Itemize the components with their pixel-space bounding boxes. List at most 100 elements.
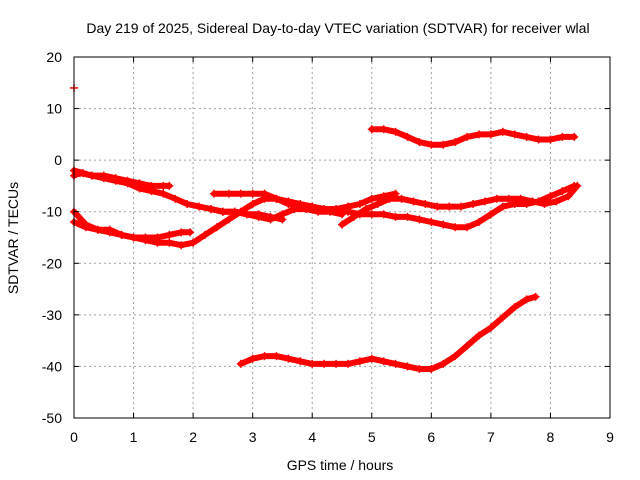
data-point [403, 212, 412, 221]
data-point [284, 199, 293, 208]
data-point [486, 130, 495, 139]
y-tick-label: 20 [46, 49, 62, 65]
x-tick-label: 0 [70, 429, 78, 445]
series-arc-2 [70, 166, 174, 190]
data-point [492, 194, 501, 203]
data-point [474, 331, 483, 340]
data-point [403, 132, 412, 141]
data-point [361, 205, 370, 214]
data-point [355, 199, 364, 208]
x-tick-label: 1 [130, 429, 138, 445]
data-point [165, 230, 174, 239]
data-point [105, 225, 114, 234]
data-point [338, 210, 346, 219]
data-point [379, 125, 388, 134]
data-point [209, 189, 218, 198]
data-point [165, 181, 174, 190]
x-tick-label: 7 [487, 429, 495, 445]
data-point [552, 197, 561, 206]
data-point [212, 223, 221, 232]
data-point [248, 189, 257, 198]
data-point [474, 130, 483, 139]
data-point [236, 189, 245, 198]
data-point [206, 205, 215, 214]
data-point [87, 171, 96, 180]
data-point [93, 225, 102, 234]
data-point [343, 202, 352, 211]
data-point [433, 202, 442, 211]
data-point [445, 202, 454, 211]
data-point [308, 359, 317, 368]
data-point [573, 181, 582, 190]
data-point [260, 352, 269, 361]
data-point [338, 220, 346, 229]
data-point [224, 215, 233, 224]
data-point [498, 202, 507, 211]
data-point [421, 199, 430, 208]
data-point [546, 192, 555, 201]
data-point [117, 230, 126, 239]
data-point [391, 359, 400, 368]
data-point [224, 189, 233, 198]
data-point [266, 215, 275, 224]
data-point [558, 187, 567, 196]
series-line [368, 126, 578, 148]
data-point [439, 140, 448, 149]
data-point [230, 207, 239, 216]
data-point [409, 197, 418, 206]
data-point [570, 132, 579, 141]
data-point [236, 359, 245, 368]
data-point [367, 210, 376, 219]
data-point [451, 223, 460, 232]
data-point [147, 187, 156, 196]
data-point [367, 354, 376, 363]
data-point [534, 135, 543, 144]
y-axis-label: SDTVAR / TECUs [5, 182, 21, 294]
data-point [332, 359, 341, 368]
data-point [415, 365, 424, 374]
data-point [558, 132, 567, 141]
chart-title: Day 219 of 2025, Sidereal Day-to-day VTE… [86, 20, 589, 36]
data-point [75, 169, 84, 178]
data-point [171, 194, 180, 203]
data-point [385, 194, 394, 203]
x-tick-label: 9 [606, 429, 614, 445]
data-point [349, 212, 358, 221]
data-point [123, 179, 132, 188]
y-tick-label: -40 [42, 358, 62, 374]
data-point [189, 238, 198, 247]
data-point [183, 199, 192, 208]
y-tick-label: -30 [42, 307, 62, 323]
series-arc-7 [206, 205, 346, 224]
data-point [111, 176, 120, 185]
data-point [439, 359, 448, 368]
data-point [540, 199, 549, 208]
data-point [99, 174, 108, 183]
x-tick-label: 8 [547, 429, 555, 445]
data-point [272, 352, 281, 361]
data-point [469, 199, 478, 208]
data-point [457, 202, 466, 211]
data-point [248, 354, 257, 363]
data-point [278, 210, 287, 219]
data-point [397, 194, 406, 203]
y-tick-label: 0 [54, 152, 62, 168]
y-tick-label: -50 [42, 410, 62, 426]
data-point [531, 292, 540, 301]
data-point [546, 135, 555, 144]
data-point [403, 362, 412, 371]
data-point [415, 215, 424, 224]
data-point [314, 207, 323, 216]
data-point [218, 207, 227, 216]
data-point [451, 352, 460, 361]
data-point [498, 313, 507, 322]
x-axis-label: GPS time / hours [287, 457, 394, 473]
data-point [326, 207, 335, 216]
data-point [451, 138, 460, 147]
data-point [296, 357, 305, 366]
data-point [343, 359, 352, 368]
x-tick-label: 6 [427, 429, 435, 445]
data-point [486, 323, 495, 332]
data-point [379, 210, 388, 219]
